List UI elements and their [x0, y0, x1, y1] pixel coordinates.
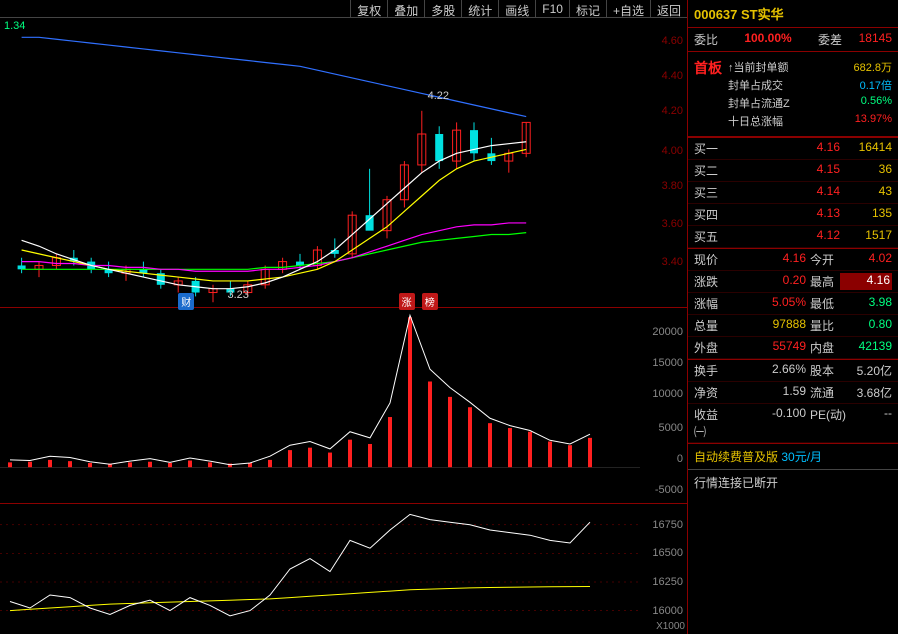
toolbar-item[interactable]: F10 — [535, 0, 569, 17]
firstboard-tag: 首板 — [694, 58, 728, 130]
toolbar-item[interactable]: 标记 — [569, 0, 606, 17]
fb-val: 682.8万 — [853, 59, 892, 75]
chart-annotation: 4.22 — [428, 90, 449, 102]
firstboard-block: 首板 ↑当前封单额 682.8万封单占成交 0.17倍封单占流通Z 0.56% 十日总涨… — [688, 52, 898, 137]
bid-row: 买二4.1536 — [688, 160, 898, 182]
subscribe-price: 30元/月 — [781, 450, 822, 464]
stat-row: 换手2.66%股本5.20亿 — [688, 360, 898, 382]
toolbar-item[interactable]: 复权 — [350, 0, 387, 17]
fb-val: 0.17倍 — [860, 77, 892, 93]
quote-row: 涨跌0.20最高4.16 — [688, 271, 898, 293]
toolbar-item[interactable]: 统计 — [461, 0, 498, 17]
bid-row: 买四4.13135 — [688, 204, 898, 226]
bid-row: 买三4.1443 — [688, 182, 898, 204]
stat-row: 收益㈠-0.100PE(动)-- — [688, 404, 898, 443]
stat-row: 净资1.59流通3.68亿 — [688, 382, 898, 404]
stock-code: 000637 — [694, 7, 737, 22]
subscribe-text: 自动续费普及版 — [694, 450, 778, 464]
indicator-chart: 16750165001625016000 X1000 — [0, 504, 687, 634]
quote-row: 现价4.16今开4.02 — [688, 249, 898, 271]
commit-ratio: 100.00% — [718, 31, 818, 48]
commit-row: 委比 100.00% 委差 18145 — [688, 28, 898, 52]
toolbar: 复权叠加多股统计画线F10标记+自选返回 — [0, 0, 687, 18]
price-chart: 1.34 4.604.404.204.003.803.603.40 4.223.… — [0, 18, 687, 308]
toolbar-item[interactable]: 返回 — [650, 0, 687, 17]
fb-val: 13.97% — [855, 113, 892, 129]
toolbar-item[interactable]: 多股 — [424, 0, 461, 17]
bid-row: 买五4.121517 — [688, 226, 898, 248]
x1000-label: X1000 — [656, 621, 685, 632]
commit-ratio-label: 委比 — [694, 31, 718, 48]
quote-row: 涨幅5.05%最低3.98 — [688, 293, 898, 315]
fb-key: 十日总涨幅 — [728, 113, 783, 129]
toolbar-item[interactable]: +自选 — [606, 0, 650, 17]
fb-val: 0.56% — [861, 95, 892, 111]
fb-key: ↑当前封单额 — [728, 59, 789, 75]
commit-diff-label: 委差 — [818, 31, 842, 48]
chart-annotation: 3.23 — [228, 289, 249, 301]
commit-diff: 18145 — [842, 31, 892, 48]
stock-name: ST实华 — [741, 7, 784, 22]
stock-header[interactable]: 000637 ST实华 — [688, 0, 898, 28]
toolbar-item[interactable]: 画线 — [498, 0, 535, 17]
connection-status: 行情连接已断开 — [688, 470, 898, 495]
quote-row: 外盘55749内盘42139 — [688, 337, 898, 359]
bid-row: 买一4.1616414 — [688, 138, 898, 160]
fb-key: 封单占流通Z — [728, 95, 790, 111]
toolbar-item[interactable]: 叠加 — [387, 0, 424, 17]
quote-row: 总量97888量比0.80 — [688, 315, 898, 337]
volume-chart: 20000150001000050000-5000 — [0, 308, 687, 504]
side-panel: 000637 ST实华 委比 100.00% 委差 18145 首板 ↑当前封单… — [688, 0, 898, 634]
fb-key: 封单占成交 — [728, 77, 783, 93]
subscribe-row[interactable]: 自动续费普及版 30元/月 — [688, 443, 898, 470]
